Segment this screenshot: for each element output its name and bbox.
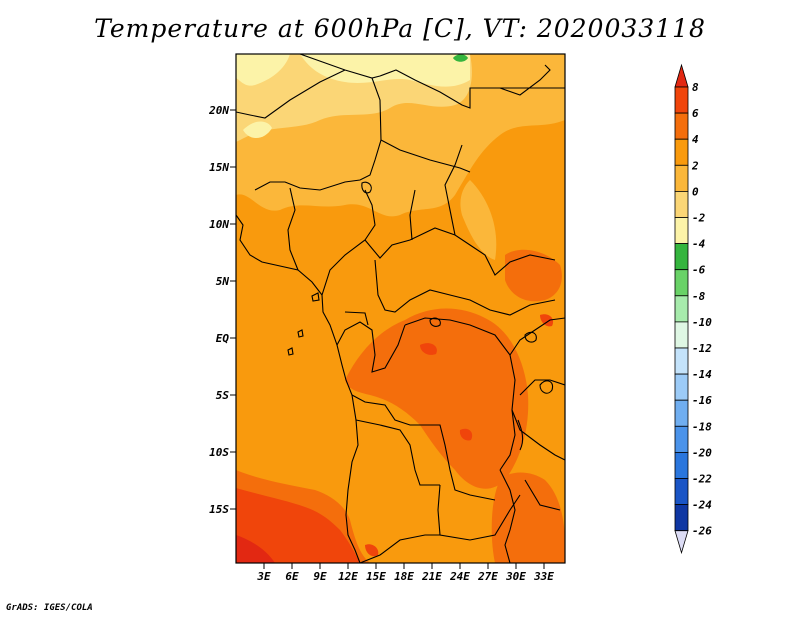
country-borders xyxy=(236,54,565,563)
lon-label-24e: 24E xyxy=(449,570,470,583)
colorbar-swatch xyxy=(674,243,689,271)
lon-label-30e: 30E xyxy=(505,570,526,583)
colorbar-swatch xyxy=(674,347,689,375)
colorbar-legend: 8 6 4 2 0 -2 -4 -6 -8 -10 -12 -14 -16 -18 -20 -22 -24 -26 xyxy=(674,63,712,555)
colorbar-label: -24 xyxy=(692,499,712,512)
colorbar-label: -16 xyxy=(692,394,712,407)
lon-label-3e: 3E xyxy=(256,570,271,583)
colorbar-label: -26 xyxy=(692,525,712,538)
colorbar-label: -6 xyxy=(692,264,706,277)
lat-label-20n: 20N xyxy=(208,104,229,117)
lon-label-33e: 33E xyxy=(533,570,554,583)
colorbar-swatch xyxy=(674,451,689,479)
lat-label-15s: 15S xyxy=(209,503,229,516)
colorbar-swatch xyxy=(674,190,689,218)
colorbar-swatch xyxy=(674,504,689,532)
temperature-field xyxy=(236,54,565,563)
longitude-axis: 3E 6E 9E 12E 15E 18E 21E 24E 27E 30E 33E xyxy=(256,563,554,583)
colorbar-label: -20 xyxy=(692,446,712,459)
colorbar-label: 0 xyxy=(692,185,699,198)
lat-label-15n: 15N xyxy=(209,161,229,174)
colorbar-arrow-top xyxy=(674,63,689,88)
lon-label-18e: 18E xyxy=(394,570,414,583)
map-frame xyxy=(235,53,566,564)
lat-label-eq: EQ xyxy=(216,332,230,345)
colorbar-label: -10 xyxy=(692,316,712,329)
lat-label-10n: 10N xyxy=(209,218,229,231)
lon-label-6e: 6E xyxy=(285,570,299,583)
colorbar-label: -4 xyxy=(692,238,706,251)
lon-label-27e: 27E xyxy=(477,570,498,583)
colorbar-swatch xyxy=(674,321,689,349)
colorbar-arrow-bottom xyxy=(674,530,689,555)
colorbar-label: -14 xyxy=(692,368,712,381)
latitude-axis: 20N 15N 10N 5N EQ 5S 10S 15S xyxy=(208,104,236,516)
lon-label-9e: 9E xyxy=(313,570,327,583)
colorbar-swatch xyxy=(674,112,689,140)
colorbar-swatch xyxy=(674,295,689,323)
lon-label-21e: 21E xyxy=(421,570,442,583)
colorbar-label: 4 xyxy=(692,133,699,146)
colorbar-label: -8 xyxy=(692,290,706,303)
lat-label-5s: 5S xyxy=(216,389,230,402)
grads-credit: GrADS: IGES/COLA xyxy=(6,603,93,613)
colorbar-label: 8 xyxy=(692,81,699,94)
colorbar-swatch xyxy=(674,269,689,297)
colorbar-label: 6 xyxy=(692,107,699,120)
colorbar-label: -18 xyxy=(692,420,712,433)
colorbar-swatch xyxy=(674,425,689,453)
colorbar-swatch xyxy=(674,478,689,506)
colorbar-label: -2 xyxy=(692,212,706,225)
colorbar-label: 2 xyxy=(691,159,699,172)
colorbar-label: -22 xyxy=(692,473,712,486)
colorbar-swatch xyxy=(674,164,689,192)
lat-label-5n: 5N xyxy=(216,275,230,288)
colorbar-swatch xyxy=(674,86,689,114)
lat-label-10s: 10S xyxy=(209,446,229,459)
colorbar-label: -12 xyxy=(692,342,712,355)
colorbar-swatch xyxy=(674,217,689,245)
lon-label-12e: 12E xyxy=(338,570,358,583)
colorbar-swatch xyxy=(674,399,689,427)
map-title: Temperature at 600hPa [C], VT: 202003311… xyxy=(94,14,706,43)
colorbar-swatch xyxy=(674,373,689,401)
colorbar-swatch xyxy=(674,138,689,166)
lon-label-15e: 15E xyxy=(366,570,386,583)
